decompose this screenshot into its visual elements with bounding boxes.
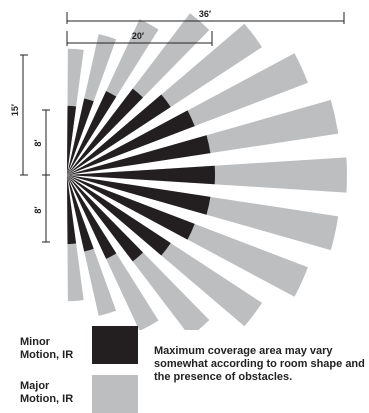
legend-major-label: Major Motion, IR	[20, 380, 73, 406]
dimension-lower-8ft-label: 8′	[33, 206, 43, 213]
dimension-15ft	[20, 54, 28, 176]
minor-coverage-ray-7	[67, 135, 211, 175]
dimension-36ft-label: 36′	[199, 9, 211, 19]
minor-coverage-ray-9	[67, 175, 211, 215]
legend-minor-label: Minor Motion, IR	[20, 336, 73, 362]
legend-minor-swatch	[92, 326, 138, 364]
coverage-diagram: 36′ 20′ 15′ 8′ 8′	[10, 9, 347, 330]
minor-coverage-ray-1	[67, 105, 77, 175]
minor-coverage-ray-8	[67, 165, 215, 185]
dimension-20ft-label: 20′	[132, 31, 144, 41]
legend-minor-line1: Minor	[20, 336, 50, 348]
minor-coverage-ray-5	[67, 94, 171, 175]
minor-motion-coverage	[67, 88, 215, 262]
minor-coverage-ray-10	[67, 175, 195, 240]
minor-coverage-ray-12	[67, 175, 143, 262]
dimension-lower-8ft	[42, 174, 50, 243]
minor-coverage-ray-11	[67, 175, 171, 256]
dimension-upper-8ft	[42, 109, 50, 176]
minor-coverage-ray-2	[67, 98, 94, 175]
minor-coverage-ray-13	[67, 175, 117, 259]
minor-coverage-ray-15	[67, 175, 77, 245]
legend-major-line2: Motion, IR	[20, 393, 74, 405]
legend-minor-line2: Motion, IR	[20, 349, 74, 361]
minor-coverage-ray-4	[67, 88, 143, 175]
dimension-20ft	[66, 31, 213, 46]
coverage-note: Maximum coverage area may vary somewhat …	[154, 345, 365, 383]
legend-major-swatch	[92, 375, 138, 413]
minor-coverage-ray-3	[67, 91, 117, 175]
dimension-upper-8ft-label: 8′	[33, 139, 43, 146]
dimension-15ft-label: 15′	[10, 104, 20, 116]
dimension-36ft	[66, 12, 345, 24]
minor-coverage-ray-6	[67, 110, 195, 175]
legend-major-line1: Major	[20, 380, 50, 392]
minor-coverage-ray-14	[67, 175, 94, 252]
